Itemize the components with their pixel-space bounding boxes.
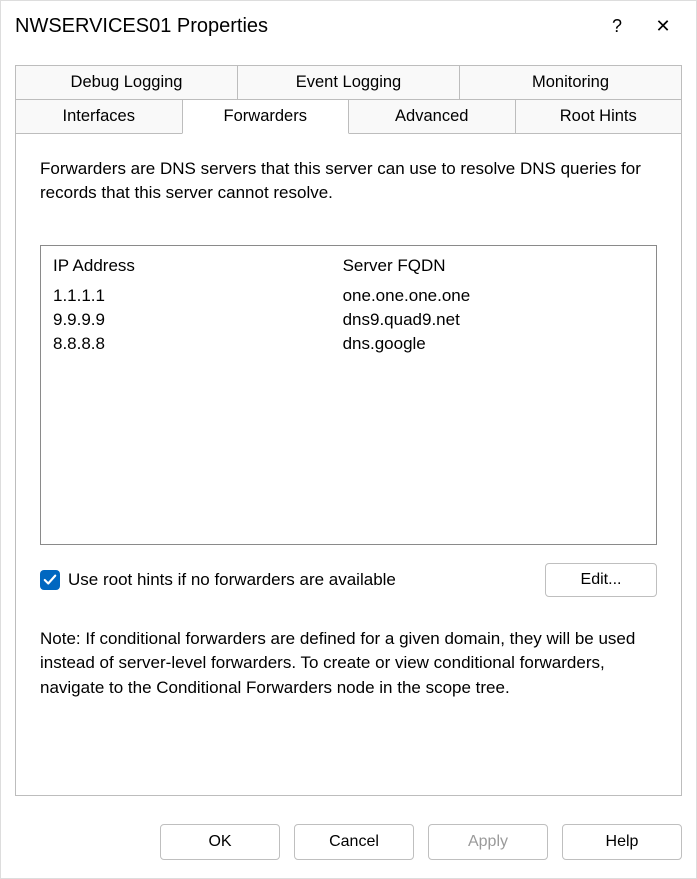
forwarder-fqdn: dns9.quad9.net — [343, 310, 644, 330]
forwarder-ip: 8.8.8.8 — [53, 334, 343, 354]
forwarder-row[interactable]: 1.1.1.1 one.one.one.one — [53, 284, 644, 308]
tab-interfaces[interactable]: Interfaces — [15, 99, 183, 134]
tab-forwarders[interactable]: Forwarders — [182, 99, 350, 134]
tab-debug-logging[interactable]: Debug Logging — [15, 65, 238, 99]
tab-panel-forwarders: Forwarders are DNS servers that this ser… — [15, 134, 682, 796]
tab-event-logging[interactable]: Event Logging — [237, 65, 460, 99]
forwarder-row[interactable]: 9.9.9.9 dns9.quad9.net — [53, 308, 644, 332]
root-hints-label: Use root hints if no forwarders are avai… — [68, 570, 396, 590]
edit-button[interactable]: Edit... — [545, 563, 657, 597]
forwarder-fqdn: one.one.one.one — [343, 286, 644, 306]
forwarder-ip: 1.1.1.1 — [53, 286, 343, 306]
apply-button[interactable]: Apply — [428, 824, 548, 860]
tab-root-hints[interactable]: Root Hints — [515, 99, 683, 134]
root-hints-checkbox-wrap[interactable]: Use root hints if no forwarders are avai… — [40, 570, 545, 590]
tab-monitoring[interactable]: Monitoring — [459, 65, 682, 99]
window-title: NWSERVICES01 Properties — [15, 15, 594, 38]
forwarder-row[interactable]: 8.8.8.8 dns.google — [53, 332, 644, 356]
list-rows: 1.1.1.1 one.one.one.one 9.9.9.9 dns9.qua… — [53, 284, 644, 538]
cancel-button[interactable]: Cancel — [294, 824, 414, 860]
panel-inner: Forwarders are DNS servers that this ser… — [16, 133, 681, 795]
properties-dialog: NWSERVICES01 Properties ? ✕ Debug Loggin… — [0, 0, 697, 879]
conditional-forwarders-note: Note: If conditional forwarders are defi… — [40, 627, 657, 701]
checkmark-icon — [43, 573, 57, 587]
tabs-row-bottom: Interfaces Forwarders Advanced Root Hint… — [15, 99, 682, 134]
close-icon[interactable]: ✕ — [640, 8, 686, 44]
help-button[interactable]: Help — [562, 824, 682, 860]
tab-advanced[interactable]: Advanced — [348, 99, 516, 134]
ok-button[interactable]: OK — [160, 824, 280, 860]
options-row: Use root hints if no forwarders are avai… — [40, 563, 657, 597]
help-icon[interactable]: ? — [594, 8, 640, 44]
forwarder-ip: 9.9.9.9 — [53, 310, 343, 330]
titlebar: NWSERVICES01 Properties ? ✕ — [1, 1, 696, 51]
column-header-fqdn: Server FQDN — [343, 256, 644, 276]
root-hints-checkbox[interactable] — [40, 570, 60, 590]
forwarders-description: Forwarders are DNS servers that this ser… — [40, 157, 657, 205]
tabs-row-top: Debug Logging Event Logging Monitoring — [15, 65, 682, 99]
column-header-ip: IP Address — [53, 256, 343, 276]
forwarders-list[interactable]: IP Address Server FQDN 1.1.1.1 one.one.o… — [40, 245, 657, 545]
dialog-footer: OK Cancel Apply Help — [1, 810, 696, 878]
tabs-container: Debug Logging Event Logging Monitoring I… — [1, 51, 696, 134]
list-headers: IP Address Server FQDN — [53, 252, 644, 284]
forwarder-fqdn: dns.google — [343, 334, 644, 354]
